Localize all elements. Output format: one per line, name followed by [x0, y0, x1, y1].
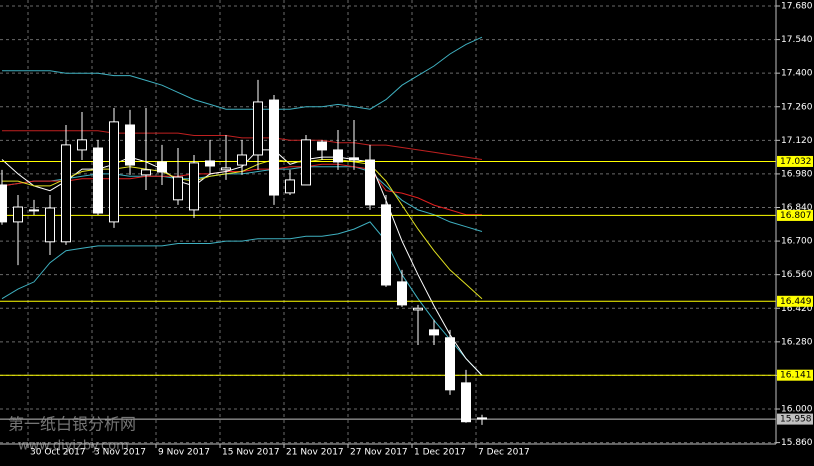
y-tick-label: 16.420 [781, 304, 813, 314]
watermark-title: 第一纸白银分析网 [8, 415, 136, 434]
candle-body [285, 179, 295, 194]
candle-body [333, 149, 343, 163]
candle-body [0, 184, 7, 223]
y-tick-label: 16.840 [781, 203, 813, 213]
x-tick-label: 1 Dec 2017 [414, 448, 466, 458]
candle-body [381, 204, 391, 286]
x-tick-label: 27 Nov 2017 [350, 448, 408, 458]
y-tick-label: 15.860 [781, 438, 813, 448]
candle-body [445, 337, 455, 391]
candle-body [29, 209, 39, 212]
y-tick-label: 17.120 [781, 136, 813, 146]
candle-body [77, 139, 87, 151]
watermark-url: www.diyizby.com [18, 439, 129, 454]
y-tick-label: 17.540 [781, 35, 813, 45]
x-tick-label: 15 Nov 2017 [222, 448, 280, 458]
y-tick-label: 16.000 [781, 405, 813, 415]
candle-body [477, 417, 487, 420]
level-label-box [777, 369, 813, 381]
candle-body [429, 329, 439, 336]
x-tick-label: 30 Oct 2017 [30, 448, 86, 458]
candle-body [93, 147, 103, 214]
level-label: 17.032 [780, 157, 812, 167]
level-label-box [777, 155, 813, 167]
candle-body [13, 206, 23, 223]
candle-body [349, 157, 359, 161]
candle-body [61, 144, 71, 243]
candle-body [365, 159, 375, 206]
candle-body [221, 167, 231, 171]
candle-body [157, 161, 167, 173]
level-label-box [777, 295, 813, 307]
candles [0, 79, 487, 425]
x-tick-label: 7 Dec 2017 [478, 448, 530, 458]
x-tick-label: 21 Nov 2017 [286, 448, 344, 458]
candle-body [237, 154, 247, 166]
candle-body [413, 307, 423, 311]
candle-body [301, 139, 311, 186]
y-tick-label: 17.260 [781, 102, 813, 112]
x-tick-label: 9 Nov 2017 [158, 448, 210, 458]
y-tick-label: 16.980 [781, 169, 813, 179]
candle-body [109, 121, 119, 223]
x-tick-label: 3 Nov 2017 [94, 448, 146, 458]
level-label-box [777, 413, 813, 425]
level-label: 16.807 [780, 211, 812, 221]
candle-body [461, 382, 471, 423]
candle-body [189, 162, 199, 211]
candle-body [173, 176, 183, 201]
level-label-box [777, 209, 813, 221]
candle-body [317, 141, 327, 151]
candle-body [253, 101, 263, 156]
level-label: 15.958 [780, 415, 812, 425]
candle-body [397, 281, 407, 306]
y-tick-label: 16.280 [781, 337, 813, 347]
level-label: 16.141 [780, 371, 812, 381]
indicator-line [2, 36, 483, 110]
axis-labels: 17.680 17.540 17.400 17.260 17.120 16.980 16.8… [27, 1, 813, 458]
level-label: 16.449 [780, 297, 812, 307]
candle-body [125, 124, 135, 166]
candle-body [141, 169, 151, 176]
y-tick-label: 16.700 [781, 237, 813, 247]
candle-body [45, 207, 55, 243]
grid [0, 0, 776, 444]
candle-body [269, 99, 279, 196]
y-tick-label: 17.400 [781, 69, 813, 79]
candle-body [205, 160, 215, 167]
y-tick-label: 17.680 [781, 1, 813, 11]
y-tick-label: 16.560 [781, 270, 813, 280]
